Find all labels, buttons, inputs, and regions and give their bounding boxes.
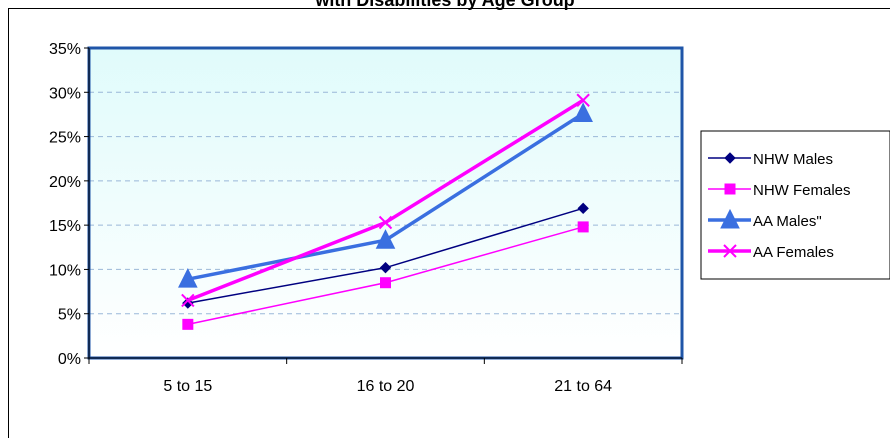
legend-label: NHW Males [753,151,833,168]
x-tick-label: 21 to 64 [554,378,612,395]
data-point [380,277,391,289]
series-1 [182,221,589,330]
series-3 [181,93,590,308]
x-tick-label: 5 to 15 [163,378,212,395]
line-chart: 0% 5% 10% 15% 20% 25% 30% 35% 5 to 15 16 to 20 21 … [49,41,890,395]
y-tick-label: 5% [58,307,81,324]
data-point [375,229,396,249]
y-tick-label: 35% [49,41,81,58]
x-tick-label: 16 to 20 [357,378,415,395]
data-point [577,202,589,215]
y-tick-label: 25% [49,130,81,147]
legend-marker [720,208,740,229]
data-point [379,261,392,274]
legend-marker [724,183,736,195]
legend-item: NHW Males [708,151,833,168]
legend-label: AA Males" [753,213,822,230]
legend-marker [724,152,736,164]
data-point [182,318,194,330]
legend-label: AA Females [753,244,834,261]
y-tick-label: 30% [49,85,81,102]
data-point [576,93,590,107]
series-0 [182,202,589,309]
legend-marker [723,244,737,258]
data-point [573,102,593,123]
y-tick-label: 15% [49,218,81,235]
chart-title: with Disabilities by Age Group [315,0,575,10]
plot-area [89,48,682,358]
data-point [378,215,393,230]
legend-label: NHW Females [753,182,851,199]
y-tick-label: 20% [49,174,81,191]
legend-item: AA Females [708,244,834,261]
y-tick-label: 10% [49,262,81,279]
chart-frame [8,8,890,438]
data-point [181,293,195,308]
data-point [178,268,198,288]
series-2 [178,102,593,288]
legend-item: NHW Females [708,182,851,199]
y-tick-label: 0% [58,351,81,368]
legend-item: AA Males" [708,208,822,230]
data-point [577,221,589,233]
